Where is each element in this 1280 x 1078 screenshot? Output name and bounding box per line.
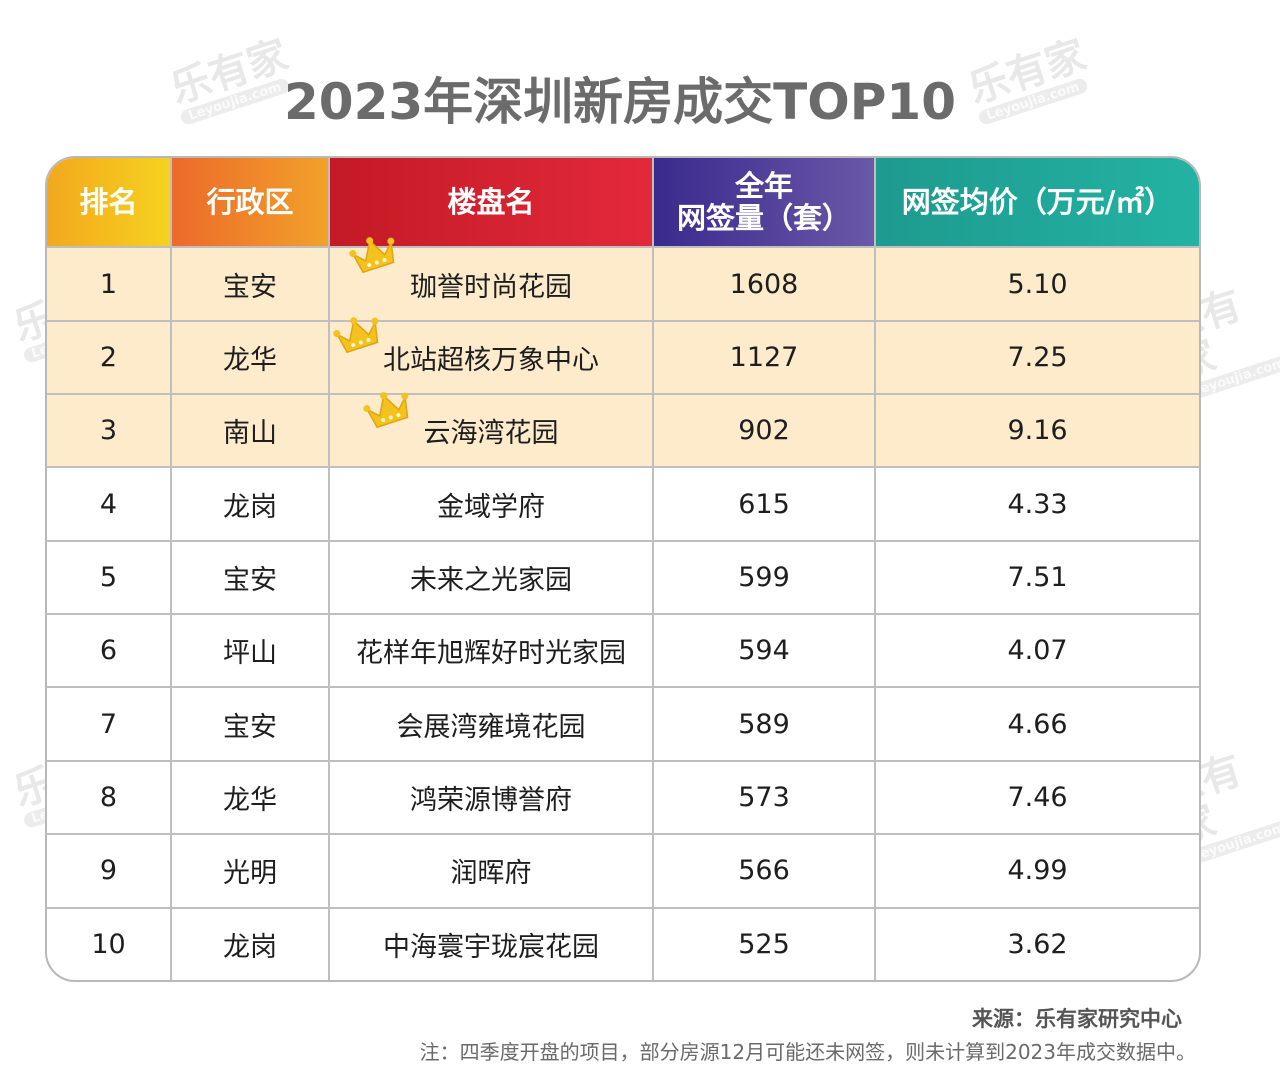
table-header-row: 排名 行政区 楼盘名 全年 网签量（套） 网签均价（万元/㎡） xyxy=(47,158,1199,249)
district-cell: 宝安 xyxy=(170,686,330,762)
volume-cell: 902 xyxy=(652,393,876,469)
crown-icon xyxy=(333,316,379,353)
district-cell: 南山 xyxy=(170,393,330,469)
project-cell: 润晖府 xyxy=(328,833,654,909)
price-cell: 7.25 xyxy=(874,319,1199,396)
project-name: 云海湾花园 xyxy=(423,418,559,450)
price-cell: 3.62 xyxy=(874,906,1199,980)
district-cell: 龙华 xyxy=(170,319,330,396)
rank-cell: 5 xyxy=(47,539,172,616)
price-cell: 7.51 xyxy=(874,539,1199,616)
volume-cell: 599 xyxy=(652,539,876,616)
project-cell: 会展湾雍境花园 xyxy=(328,686,654,762)
district-cell: 宝安 xyxy=(170,246,330,322)
crown-icon xyxy=(363,392,409,429)
volume-cell: 525 xyxy=(652,906,876,980)
price-cell: 4.07 xyxy=(874,613,1199,689)
volume-cell: 1127 xyxy=(652,319,876,396)
project-name: 北站超核万象中心 xyxy=(383,344,599,376)
volume-cell: 594 xyxy=(652,613,876,689)
project-name: 珈誉时尚花园 xyxy=(410,271,572,303)
header-rank: 排名 xyxy=(47,158,172,249)
district-cell: 坪山 xyxy=(170,613,330,689)
rank-cell: 2 xyxy=(47,319,172,396)
table-row: 9 光明 润晖府 566 4.99 xyxy=(47,833,1199,909)
project-cell: 花样年旭辉好时光家园 xyxy=(328,613,654,689)
page-title: 2023年深圳新房成交TOP10 xyxy=(284,73,956,131)
crown-icon xyxy=(349,237,395,274)
volume-cell: 589 xyxy=(652,686,876,762)
district-cell: 龙华 xyxy=(170,759,330,836)
footnote: 注：四季度开盘的项目，部分房源12月可能还未网签，则未计算到2023年成交数据中… xyxy=(419,1040,1196,1064)
header-price: 网签均价（万元/㎡） xyxy=(874,158,1199,249)
header-volume-line1: 全年 xyxy=(734,169,793,204)
price-cell: 9.16 xyxy=(874,393,1199,469)
district-cell: 光明 xyxy=(170,833,330,909)
ranking-table: 排名 行政区 楼盘名 全年 网签量（套） 网签均价（万元/㎡） 1 宝安 珈誉时… xyxy=(45,156,1201,982)
price-cell: 5.10 xyxy=(874,246,1199,322)
district-cell: 龙岗 xyxy=(170,906,330,980)
volume-cell: 615 xyxy=(652,466,876,542)
price-cell: 7.46 xyxy=(874,759,1199,836)
table-row: 4 龙岗 金域学府 615 4.33 xyxy=(47,466,1199,542)
rank-cell: 4 xyxy=(47,466,172,542)
header-volume-line2: 网签量（套） xyxy=(676,201,851,236)
district-cell: 龙岗 xyxy=(170,466,330,542)
volume-cell: 566 xyxy=(652,833,876,909)
header-project: 楼盘名 xyxy=(328,158,654,249)
district-cell: 宝安 xyxy=(170,539,330,616)
rank-cell: 6 xyxy=(47,613,172,689)
project-cell: 云海湾花园 xyxy=(328,392,654,469)
price-cell: 4.66 xyxy=(874,686,1199,762)
rank-cell: 1 xyxy=(47,246,172,322)
table-row: 6 坪山 花样年旭辉好时光家园 594 4.07 xyxy=(47,613,1199,689)
table-row: 5 宝安 未来之光家园 599 7.51 xyxy=(47,539,1199,616)
table-row: 10 龙岗 中海寰宇珑宸花园 525 3.62 xyxy=(47,906,1199,980)
project-cell: 北站超核万象中心 xyxy=(328,316,654,396)
header-volume: 全年 网签量（套） xyxy=(652,158,876,249)
table-row: 7 宝安 会展湾雍境花园 589 4.66 xyxy=(47,686,1199,762)
table-row: 1 宝安 珈誉时尚花园 1608 5.10 xyxy=(47,237,1199,322)
rank-cell: 10 xyxy=(47,906,172,980)
price-cell: 4.33 xyxy=(874,466,1199,542)
header-district: 行政区 xyxy=(170,158,330,249)
table-row: 2 龙华 北站超核万象中心 1127 7.25 xyxy=(47,316,1199,396)
rank-cell: 7 xyxy=(47,686,172,762)
project-cell: 珈誉时尚花园 xyxy=(328,237,654,322)
project-cell: 未来之光家园 xyxy=(328,539,654,616)
project-cell: 金域学府 xyxy=(328,466,654,542)
volume-cell: 573 xyxy=(652,759,876,836)
rank-cell: 8 xyxy=(47,759,172,836)
rank-cell: 3 xyxy=(47,393,172,469)
table-row: 8 龙华 鸿荣源博誉府 573 7.46 xyxy=(47,759,1199,836)
source-label: 来源：乐有家研究中心 xyxy=(972,1007,1182,1031)
rank-cell: 9 xyxy=(47,833,172,909)
price-cell: 4.99 xyxy=(874,833,1199,909)
project-cell: 中海寰宇珑宸花园 xyxy=(328,906,654,980)
project-cell: 鸿荣源博誉府 xyxy=(328,759,654,836)
table-row: 3 南山 云海湾花园 902 9.16 xyxy=(47,392,1199,469)
volume-cell: 1608 xyxy=(652,246,876,322)
